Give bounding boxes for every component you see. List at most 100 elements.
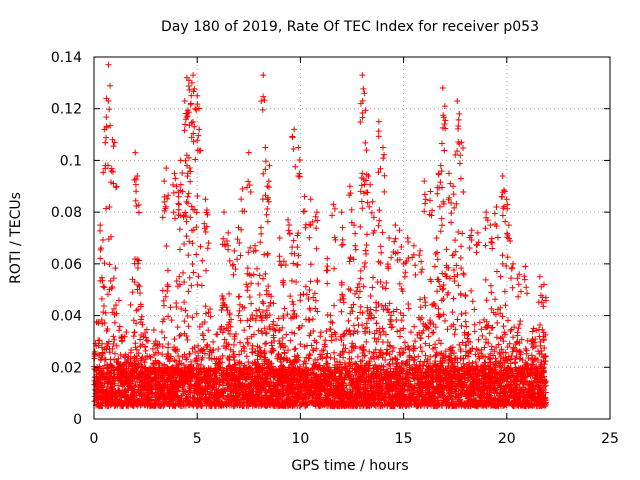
data-point bbox=[305, 295, 312, 302]
data-point bbox=[483, 297, 490, 304]
data-point bbox=[522, 381, 529, 388]
data-point bbox=[111, 336, 118, 343]
data-point bbox=[297, 384, 304, 391]
data-point bbox=[141, 359, 148, 366]
data-point bbox=[358, 374, 365, 381]
data-point bbox=[346, 258, 353, 265]
data-point bbox=[530, 358, 537, 365]
data-point bbox=[504, 317, 511, 324]
data-point bbox=[482, 276, 489, 283]
data-point bbox=[393, 306, 400, 313]
data-point bbox=[448, 359, 455, 366]
data-point bbox=[174, 348, 181, 355]
data-point bbox=[380, 367, 387, 374]
data-point bbox=[471, 380, 478, 387]
data-point bbox=[377, 385, 384, 392]
data-point bbox=[252, 317, 259, 324]
data-point bbox=[306, 332, 313, 339]
data-point bbox=[367, 293, 374, 300]
data-point bbox=[465, 374, 472, 381]
data-point bbox=[118, 392, 125, 399]
data-point bbox=[178, 360, 185, 367]
data-point bbox=[411, 323, 418, 330]
data-point bbox=[347, 254, 354, 261]
data-point bbox=[447, 389, 454, 396]
data-point bbox=[422, 352, 429, 359]
data-point bbox=[223, 340, 230, 347]
data-point bbox=[96, 382, 103, 389]
data-point bbox=[361, 370, 368, 377]
data-point bbox=[369, 284, 376, 291]
data-point bbox=[405, 305, 412, 312]
data-point bbox=[494, 371, 501, 378]
data-point bbox=[396, 280, 403, 287]
data-point bbox=[231, 336, 238, 343]
data-point bbox=[473, 363, 480, 370]
data-point bbox=[418, 348, 425, 355]
data-point bbox=[270, 372, 277, 379]
data-point bbox=[246, 323, 253, 330]
data-point bbox=[202, 303, 209, 310]
data-point bbox=[443, 376, 450, 383]
data-point bbox=[330, 376, 337, 383]
data-point bbox=[426, 342, 433, 349]
data-point bbox=[113, 342, 120, 349]
data-point bbox=[291, 386, 298, 393]
data-point bbox=[143, 337, 150, 344]
data-point bbox=[392, 354, 399, 361]
data-point bbox=[512, 377, 519, 384]
data-point bbox=[331, 377, 338, 384]
data-point bbox=[375, 368, 382, 375]
data-point bbox=[450, 350, 457, 357]
data-point bbox=[166, 375, 173, 382]
data-point bbox=[436, 313, 443, 320]
data-point bbox=[499, 313, 506, 320]
data-point bbox=[475, 336, 482, 343]
data-point bbox=[322, 337, 329, 344]
data-point bbox=[365, 377, 372, 384]
data-point bbox=[212, 375, 219, 382]
data-point bbox=[247, 244, 254, 251]
data-point bbox=[207, 313, 214, 320]
data-point bbox=[317, 329, 324, 336]
data-point bbox=[130, 333, 137, 340]
data-point bbox=[111, 377, 118, 384]
data-point bbox=[398, 345, 405, 352]
data-point bbox=[123, 374, 130, 381]
data-point bbox=[194, 378, 201, 385]
data-point bbox=[339, 382, 346, 389]
data-point bbox=[430, 345, 437, 352]
data-point bbox=[490, 352, 497, 359]
data-point bbox=[331, 364, 338, 371]
data-point bbox=[156, 403, 163, 410]
data-point bbox=[280, 377, 287, 384]
data-point bbox=[235, 371, 242, 378]
data-point bbox=[193, 370, 200, 377]
data-point bbox=[326, 377, 333, 384]
data-point bbox=[456, 341, 463, 348]
data-point bbox=[463, 361, 470, 368]
data-point bbox=[437, 340, 444, 347]
data-point bbox=[283, 331, 290, 338]
data-point bbox=[284, 311, 291, 318]
data-point bbox=[294, 244, 301, 251]
data-point bbox=[443, 246, 450, 253]
data-point bbox=[111, 356, 118, 363]
data-point bbox=[313, 361, 320, 368]
data-point bbox=[452, 248, 459, 255]
data-point bbox=[243, 281, 250, 288]
data-point bbox=[342, 345, 349, 352]
data-point bbox=[241, 374, 248, 381]
data-point bbox=[305, 378, 312, 385]
data-point bbox=[360, 283, 367, 290]
data-point bbox=[174, 324, 181, 331]
data-point bbox=[110, 333, 117, 340]
data-point bbox=[426, 365, 433, 372]
data-point bbox=[102, 309, 109, 316]
data-point bbox=[455, 370, 462, 377]
data-point bbox=[385, 361, 392, 368]
data-point bbox=[382, 356, 389, 363]
data-point bbox=[268, 293, 275, 300]
data-point bbox=[295, 324, 302, 331]
data-point bbox=[493, 370, 500, 377]
